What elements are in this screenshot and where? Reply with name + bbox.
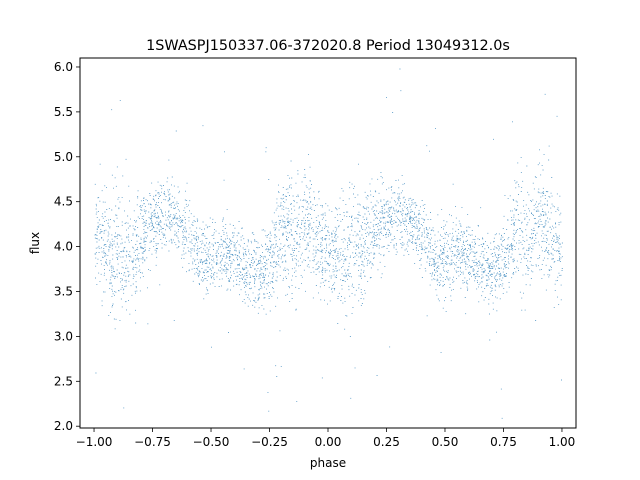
x-tick-label: 0.50 [432, 435, 459, 449]
x-tick-label: 0.00 [315, 435, 342, 449]
y-tick-label: 2.5 [54, 374, 73, 388]
x-axis-label: phase [310, 456, 346, 470]
y-tick-label: 5.0 [54, 150, 73, 164]
x-tick-label: −1.00 [76, 435, 113, 449]
plot-area [80, 58, 576, 428]
y-tick-label: 6.0 [54, 60, 73, 74]
y-axis-ticks: 2.0 2.5 3.0 3.5 4.0 4.5 5.0 5.5 6.0 [54, 60, 80, 433]
x-tick-label: 0.25 [373, 435, 400, 449]
x-tick-label: 0.75 [490, 435, 517, 449]
x-tick-label: −0.75 [134, 435, 171, 449]
x-tick-label: 1.00 [549, 435, 576, 449]
y-tick-label: 4.0 [54, 240, 73, 254]
y-tick-label: 5.5 [54, 105, 73, 119]
y-tick-label: 2.0 [54, 419, 73, 433]
y-tick-label: 3.0 [54, 329, 73, 343]
x-axis-ticks: −1.00 −0.75 −0.50 −0.25 0.00 0.25 0.50 0.75 1.00 [76, 428, 576, 449]
x-tick-label: −0.25 [251, 435, 288, 449]
y-tick-label: 4.5 [54, 195, 73, 209]
chart-title: 1SWASPJ150337.06-372020.8 Period 1304931… [146, 38, 510, 54]
x-tick-label: −0.50 [193, 435, 230, 449]
y-axis-label: flux [28, 232, 42, 254]
scatter-point [94, 68, 563, 419]
data-points [94, 68, 563, 419]
y-tick-label: 3.5 [54, 284, 73, 298]
